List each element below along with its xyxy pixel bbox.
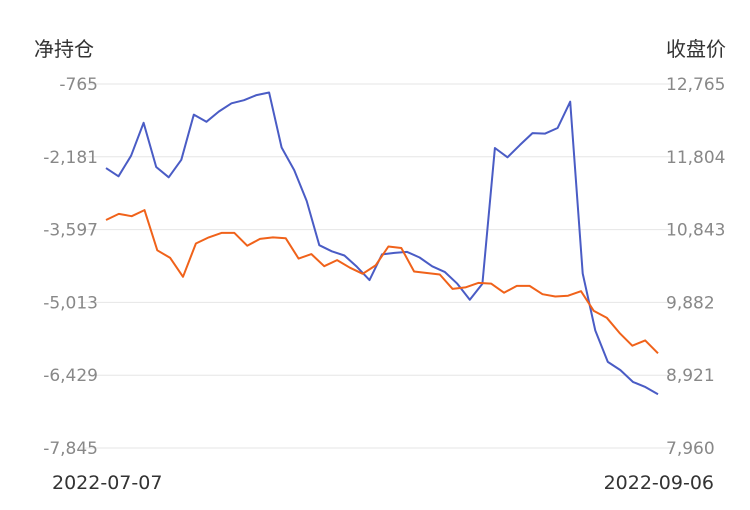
right-tick-label: 8,921 (666, 366, 715, 386)
left-tick-label: -6,429 (43, 366, 98, 386)
right-axis-title: 收盘价 (666, 37, 726, 61)
right-tick-label: 7,960 (666, 439, 715, 459)
net-position-line (105, 91, 659, 396)
right-tick-label: 9,882 (666, 293, 715, 313)
x-start-label: 2022-07-07 (52, 472, 162, 494)
right-tick-label: 10,843 (666, 221, 725, 241)
left-tick-label: -7,845 (43, 439, 98, 459)
right-tick-label: 12,765 (666, 75, 725, 95)
left-tick-label: -5,013 (43, 293, 98, 313)
right-axis-ticks: 12,765 11,804 10,843 9,882 8,921 7,960 (666, 75, 725, 459)
right-tick-label: 11,804 (666, 148, 725, 168)
x-end-label: 2022-09-06 (604, 472, 714, 494)
gridlines (80, 83, 672, 449)
left-tick-label: -2,181 (43, 148, 98, 168)
left-axis-ticks: -765 -2,181 -3,597 -5,013 -6,429 -7,845 (43, 75, 98, 459)
left-tick-label: -765 (59, 75, 98, 95)
left-axis-title: 净持仓 (34, 37, 94, 61)
left-tick-label: -3,597 (43, 221, 98, 241)
series-lines (105, 91, 659, 396)
close-price-line (105, 209, 659, 355)
